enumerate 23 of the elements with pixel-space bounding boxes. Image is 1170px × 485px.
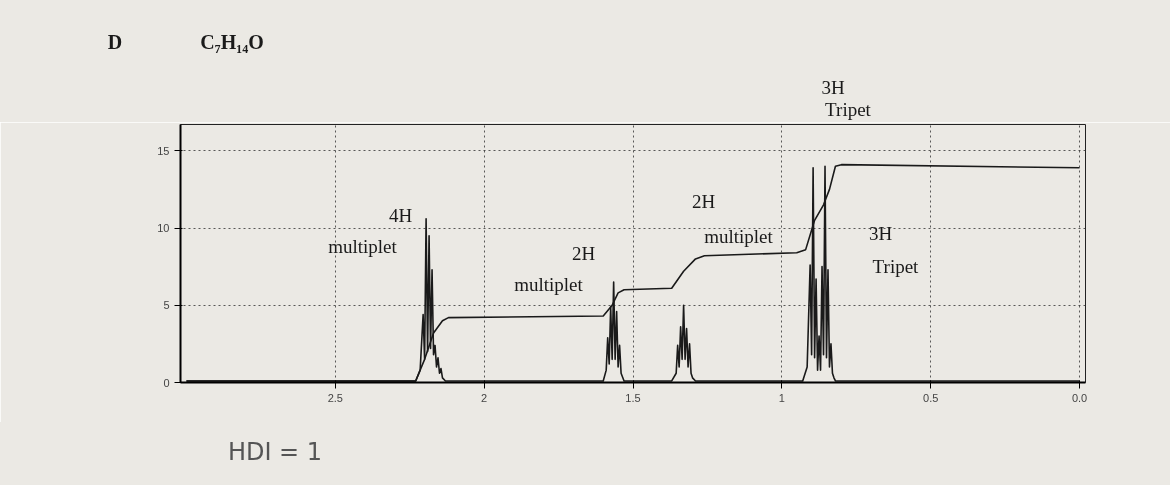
y-tick-label: 5 [163,299,170,312]
annotation: 2H [571,243,596,264]
text: Tripet [825,99,871,121]
x-tick-label: 0.0 [1071,391,1088,404]
y-tick-label: 0 [163,376,170,389]
chart-subtitle: C₇H₁₄O [200,29,264,55]
y-tick-label: 10 [157,222,170,235]
text: HDI = 1 [227,436,323,468]
annotation: Tripet [872,256,920,277]
x-tick-label: 2 [481,391,488,404]
annotation: multiplet [514,274,584,295]
chart-title: D [107,29,123,55]
x-tick-label: 2.5 [327,391,343,404]
x-tick-label: 1.5 [625,391,641,404]
x-tick-label: 1 [778,391,785,404]
text: 3H [821,77,845,99]
annotation: 4H [388,205,413,226]
y-tick-label: 15 [157,144,170,157]
annotation: 2H [691,191,716,212]
x-tick-label: 0.5 [923,391,939,404]
annotation: multiplet [704,226,774,247]
annotation: 3H [868,223,893,244]
annotation: multiplet [328,236,398,257]
